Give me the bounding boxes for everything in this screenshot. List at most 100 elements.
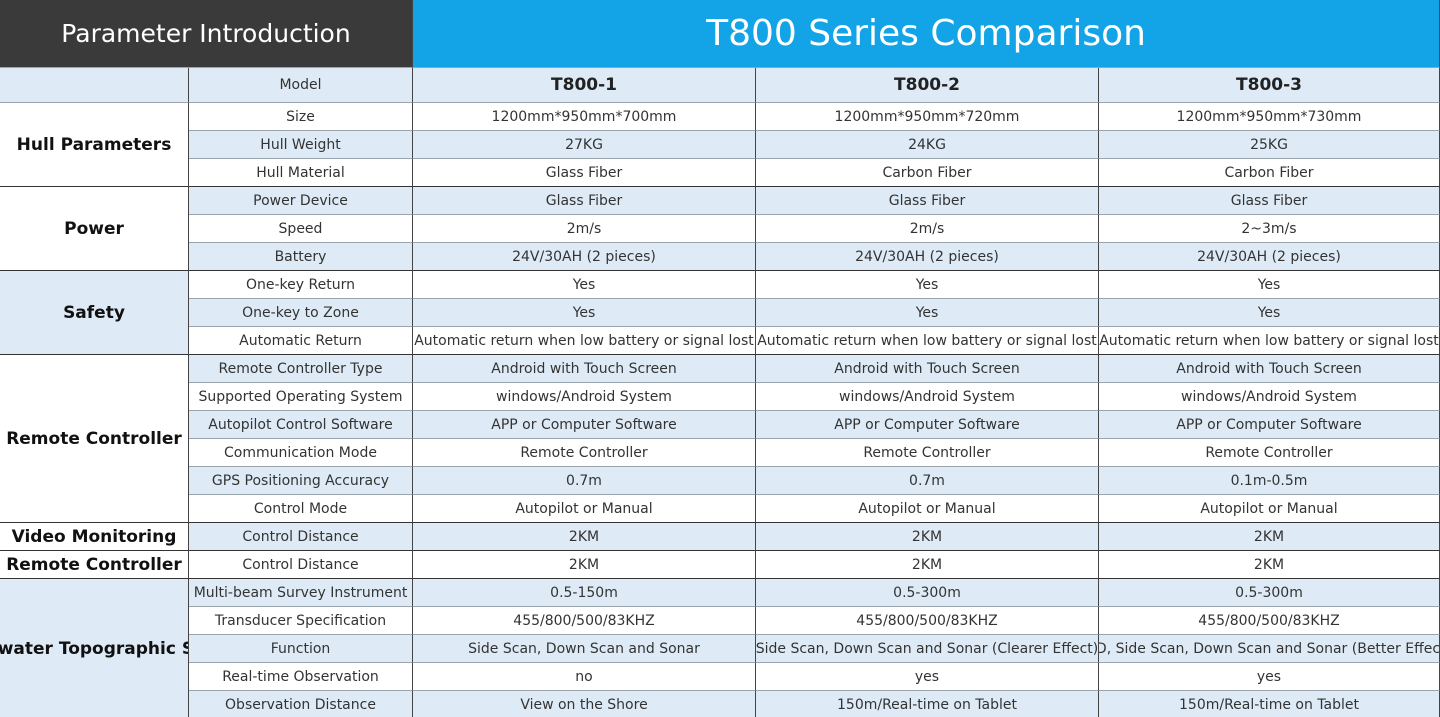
model-name: T800-1	[413, 68, 756, 103]
spec-value: 0.5-300m	[756, 579, 1099, 607]
spec-value: 25KG	[1099, 131, 1440, 159]
spec-value: Android with Touch Screen	[1099, 355, 1440, 383]
header-title: T800 Series Comparison	[413, 0, 1440, 68]
spec-value: Remote Controller	[413, 439, 756, 467]
model-label: Model	[189, 68, 413, 103]
spec-value: 0.1m-0.5m	[1099, 467, 1440, 495]
parameter-name: Control Mode	[189, 495, 413, 523]
header-left: Parameter Introduction	[0, 0, 413, 68]
spec-value: Yes	[756, 299, 1099, 327]
spec-value: 27KG	[413, 131, 756, 159]
group-label: Power	[0, 187, 189, 271]
spec-value: APP or Computer Software	[413, 411, 756, 439]
spec-value: 2KM	[413, 523, 756, 551]
group-label: Underwater Topographic Survey	[0, 579, 189, 717]
spec-value: Glass Fiber	[413, 187, 756, 215]
spec-value: 455/800/500/83KHZ	[756, 607, 1099, 635]
spec-value: 0.5-300m	[1099, 579, 1440, 607]
spec-value: Glass Fiber	[1099, 187, 1440, 215]
spec-value: Yes	[1099, 299, 1440, 327]
group-label: Hull Parameters	[0, 103, 189, 187]
spec-value: 2m/s	[413, 215, 756, 243]
spec-value: yes	[1099, 663, 1440, 691]
spec-value: Android with Touch Screen	[413, 355, 756, 383]
spec-value: Autopilot or Manual	[1099, 495, 1440, 523]
spec-value: 2KM	[413, 551, 756, 579]
spec-value: Android with Touch Screen	[756, 355, 1099, 383]
spec-value: Remote Controller	[756, 439, 1099, 467]
spec-value: Automatic return when low battery or sig…	[413, 327, 756, 355]
parameter-name: Automatic Return	[189, 327, 413, 355]
model-name: T800-3	[1099, 68, 1440, 103]
spec-value: 1200mm*950mm*730mm	[1099, 103, 1440, 131]
parameter-name: Control Distance	[189, 551, 413, 579]
model-corner	[0, 68, 189, 103]
spec-value: 2KM	[756, 523, 1099, 551]
spec-value: Glass Fiber	[413, 159, 756, 187]
parameter-name: Remote Controller Type	[189, 355, 413, 383]
spec-value: Glass Fiber	[756, 187, 1099, 215]
group-label: Remote Controller	[0, 355, 189, 523]
parameter-name: Real-time Observation	[189, 663, 413, 691]
parameter-name: One-key to Zone	[189, 299, 413, 327]
parameter-name: Observation Distance	[189, 691, 413, 717]
parameter-name: One-key Return	[189, 271, 413, 299]
spec-value: APP or Computer Software	[756, 411, 1099, 439]
spec-value: 1200mm*950mm*700mm	[413, 103, 756, 131]
spec-value: no	[413, 663, 756, 691]
spec-value: 2m/s	[756, 215, 1099, 243]
spec-value: Autopilot or Manual	[413, 495, 756, 523]
spec-value: yes	[756, 663, 1099, 691]
parameter-name: Power Device	[189, 187, 413, 215]
spec-value: 3D, Side Scan, Down Scan and Sonar (Bett…	[1099, 635, 1440, 663]
parameter-name: Speed	[189, 215, 413, 243]
spec-value: Side Scan, Down Scan and Sonar (Clearer …	[756, 635, 1099, 663]
parameter-name: Hull Weight	[189, 131, 413, 159]
parameter-name: Communication Mode	[189, 439, 413, 467]
spec-value: Yes	[756, 271, 1099, 299]
spec-value: 150m/Real-time on Tablet	[756, 691, 1099, 717]
spec-value: Carbon Fiber	[1099, 159, 1440, 187]
spec-value: Remote Controller	[1099, 439, 1440, 467]
parameter-name: GPS Positioning Accuracy	[189, 467, 413, 495]
spec-value: 150m/Real-time on Tablet	[1099, 691, 1440, 717]
spec-value: Side Scan, Down Scan and Sonar	[413, 635, 756, 663]
spec-value: Automatic return when low battery or sig…	[1099, 327, 1440, 355]
spec-value: 24V/30AH (2 pieces)	[413, 243, 756, 271]
spec-value: 2~3m/s	[1099, 215, 1440, 243]
group-label: Remote Controller	[0, 551, 189, 579]
spec-value: Yes	[1099, 271, 1440, 299]
spec-value: 24V/30AH (2 pieces)	[1099, 243, 1440, 271]
parameter-name: Supported Operating System	[189, 383, 413, 411]
parameter-name: Function	[189, 635, 413, 663]
parameter-name: Size	[189, 103, 413, 131]
spec-value: Autopilot or Manual	[756, 495, 1099, 523]
spec-value: windows/Android System	[756, 383, 1099, 411]
parameter-name: Transducer Specification	[189, 607, 413, 635]
spec-value: 455/800/500/83KHZ	[1099, 607, 1440, 635]
parameter-name: Battery	[189, 243, 413, 271]
spec-value: 455/800/500/83KHZ	[413, 607, 756, 635]
model-name: T800-2	[756, 68, 1099, 103]
spec-value: View on the Shore	[413, 691, 756, 717]
parameter-name: Autopilot Control Software	[189, 411, 413, 439]
spec-value: Carbon Fiber	[756, 159, 1099, 187]
group-label: Safety	[0, 271, 189, 355]
spec-value: 2KM	[1099, 551, 1440, 579]
spec-value: 0.7m	[756, 467, 1099, 495]
spec-value: windows/Android System	[1099, 383, 1440, 411]
parameter-name: Multi-beam Survey Instrument	[189, 579, 413, 607]
spec-value: 0.7m	[413, 467, 756, 495]
spec-value: APP or Computer Software	[1099, 411, 1440, 439]
spec-value: Yes	[413, 299, 756, 327]
spec-value: 0.5-150m	[413, 579, 756, 607]
spec-value: Automatic return when low battery or sig…	[756, 327, 1099, 355]
spec-value: 2KM	[756, 551, 1099, 579]
spec-value: Yes	[413, 271, 756, 299]
spec-value: 1200mm*950mm*720mm	[756, 103, 1099, 131]
parameter-name: Hull Material	[189, 159, 413, 187]
spec-value: 24V/30AH (2 pieces)	[756, 243, 1099, 271]
spec-value: 24KG	[756, 131, 1099, 159]
parameter-name: Control Distance	[189, 523, 413, 551]
